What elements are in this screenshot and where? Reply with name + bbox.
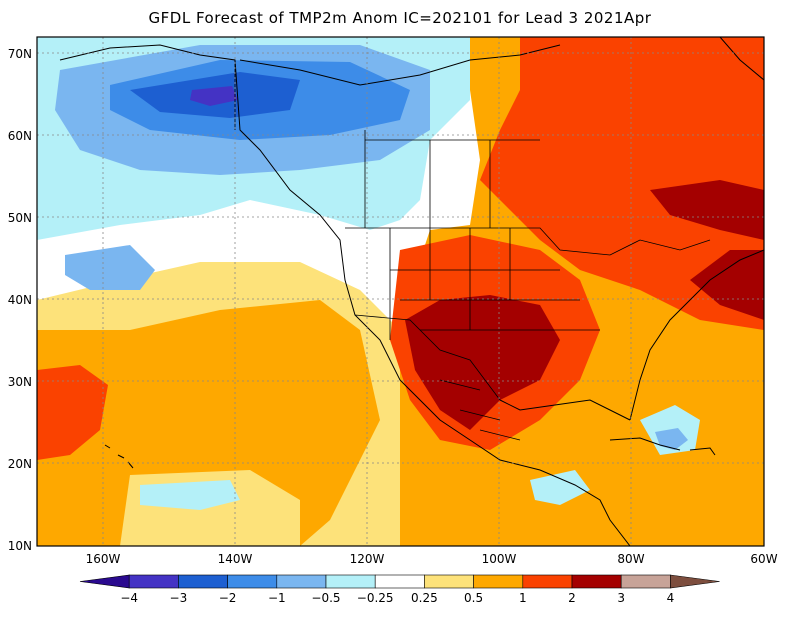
border-provinces [364,130,540,228]
lat-label-30n: 30N [8,375,32,389]
colorbar-tick-label: −4 [120,591,138,605]
map-plot-area [37,37,764,546]
lat-axis: 70N 60N 50N 40N 30N 20N 10N [8,47,32,553]
anomaly-field-neg3-alaska [190,86,238,106]
colorbar-swatch-11 [620,574,671,589]
lat-label-20n: 20N [8,457,32,471]
lat-label-50n: 50N [8,211,32,225]
anomaly-field-2-southwest [405,295,560,430]
island-cuba [609,437,681,451]
colorbar-tick-label: 4 [667,591,675,605]
coastline-arctic [239,44,561,86]
anomaly-field-0.5-pacific [37,300,380,546]
islands [104,437,716,469]
lon-label-140w: 140W [218,552,253,566]
colorbar-tick-label: 1 [519,591,527,605]
colorbar-swatch-12 [670,574,720,589]
anomaly-field-1-northeast [480,37,764,330]
anomaly-field-neg0.5-pacific [65,245,155,290]
colorbar-swatch-4 [276,574,327,589]
lon-label-100w: 100W [482,552,517,566]
border-state-lines-mid [390,269,600,331]
colorbar-tick-label: −2 [219,591,237,605]
lon-label-80w: 80W [617,552,644,566]
anomaly-field-neg0.5-caribbean [655,428,688,450]
anomaly-field-1-hawaii [37,365,108,460]
anomaly-field-neg0.25-subtropic [140,480,240,510]
lat-label-60n: 60N [8,129,32,143]
colorbar-swatch-9 [522,574,573,589]
colorbar-swatch-0 [79,574,130,589]
colorbar-tick-label: 0.25 [411,591,438,605]
colorbar-tick-label: 0.5 [464,591,483,605]
border-us-mexico [354,314,501,401]
colorbar-swatch-7 [424,574,474,589]
lon-label-120w: 120W [350,552,385,566]
anomaly-fields [37,37,764,546]
colorbar-swatch-10 [571,574,622,589]
colorbar-tick-label: 2 [568,591,576,605]
colorbar-tick-label: −1 [268,591,286,605]
lon-label-60w: 60W [750,552,777,566]
colorbar: −4 −3 −2 −1 −0.5 −0.25 0.25 0.5 1 2 3 4 [79,574,720,605]
grid-lines [37,37,764,546]
coastline-greenland [719,37,764,81]
anomaly-field-2-labrador [650,180,764,240]
map-title: GFDL Forecast of TMP2m Anom IC=202101 fo… [148,9,652,27]
border-state-lines-west [389,228,511,340]
border-canada-us [345,227,711,256]
lat-label-70n: 70N [8,47,32,61]
map-frame [36,36,765,547]
colorbar-tick-label: 3 [617,591,625,605]
political-boundaries [234,60,711,441]
lat-label-10n: 10N [8,539,32,553]
border-mexico-states [439,379,521,441]
coastline-east [629,249,764,421]
lon-label-160w: 160W [86,552,121,566]
colorbar-tick-label: −0.5 [311,591,340,605]
colorbar-tick-label: −3 [170,591,188,605]
colorbar-tick-label: −0.25 [357,591,394,605]
colorbar-swatch-3 [227,574,278,589]
colorbar-swatch-1 [128,574,179,589]
coastline-gulf [499,399,631,421]
colorbar-swatch-8 [473,574,524,589]
lat-label-40n: 40N [8,293,32,307]
lon-axis: 160W 140W 120W 100W 80W 60W [86,552,778,566]
island-hispaniola [689,447,716,456]
anomaly-field-2-atlantic [690,250,764,320]
colorbar-swatch-5 [325,574,376,589]
colorbar-swatch-2 [178,574,228,589]
colorbar-swatch-6 [374,574,425,589]
anomaly-field-neg0.25-central-america [530,470,590,505]
